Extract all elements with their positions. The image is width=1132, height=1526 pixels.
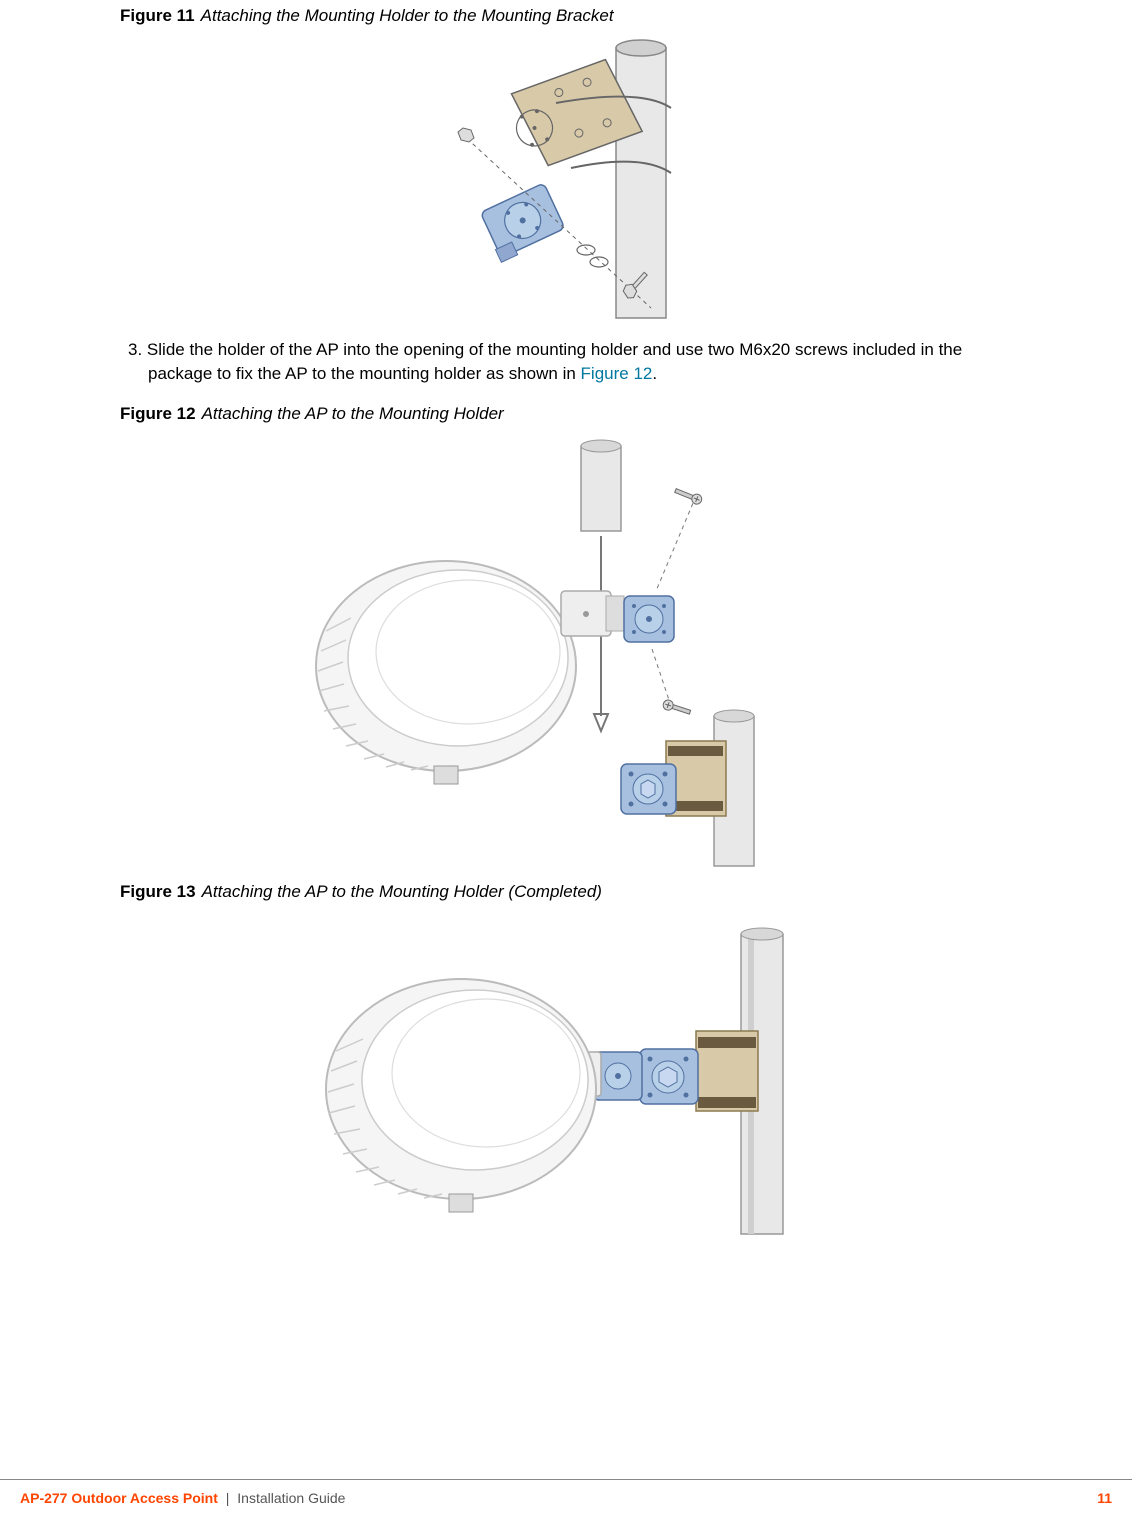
step-3-before: Slide the holder of the AP into the open… <box>147 340 962 383</box>
figure-11-label: Figure 11 Attaching the Mounting Holder t… <box>120 6 1012 26</box>
figure-13-number: Figure 13 <box>120 882 196 901</box>
figure-12-link[interactable]: Figure 12 <box>581 364 653 383</box>
figure-11-caption: Attaching the Mounting Holder to the Mou… <box>201 6 614 25</box>
footer-divider: | <box>226 1490 230 1506</box>
figure-12-label: Figure 12 Attaching the AP to the Mountin… <box>120 404 1012 424</box>
footer-page-number: 11 <box>1097 1490 1112 1506</box>
step-3-after: . <box>652 364 657 383</box>
figure-12-number: Figure 12 <box>120 404 196 423</box>
figure-11-number: Figure 11 <box>120 6 195 25</box>
step-3-number: 3. <box>128 340 142 359</box>
footer-left: AP-277 Outdoor Access Point | Installati… <box>20 1490 345 1506</box>
figure-12-image <box>276 436 856 876</box>
page-footer: AP-277 Outdoor Access Point | Installati… <box>0 1479 1132 1506</box>
step-3-text: 3. Slide the holder of the AP into the o… <box>120 338 1012 386</box>
figure-13-caption: Attaching the AP to the Mounting Holder … <box>202 882 602 901</box>
footer-guide: Installation Guide <box>237 1490 345 1506</box>
figure-13-image <box>286 914 846 1254</box>
figure-13-label: Figure 13 Attaching the AP to the Mountin… <box>120 882 1012 902</box>
figure-11-image <box>416 38 716 328</box>
footer-product: AP-277 Outdoor Access Point <box>20 1490 218 1506</box>
figure-12-caption: Attaching the AP to the Mounting Holder <box>202 404 504 423</box>
